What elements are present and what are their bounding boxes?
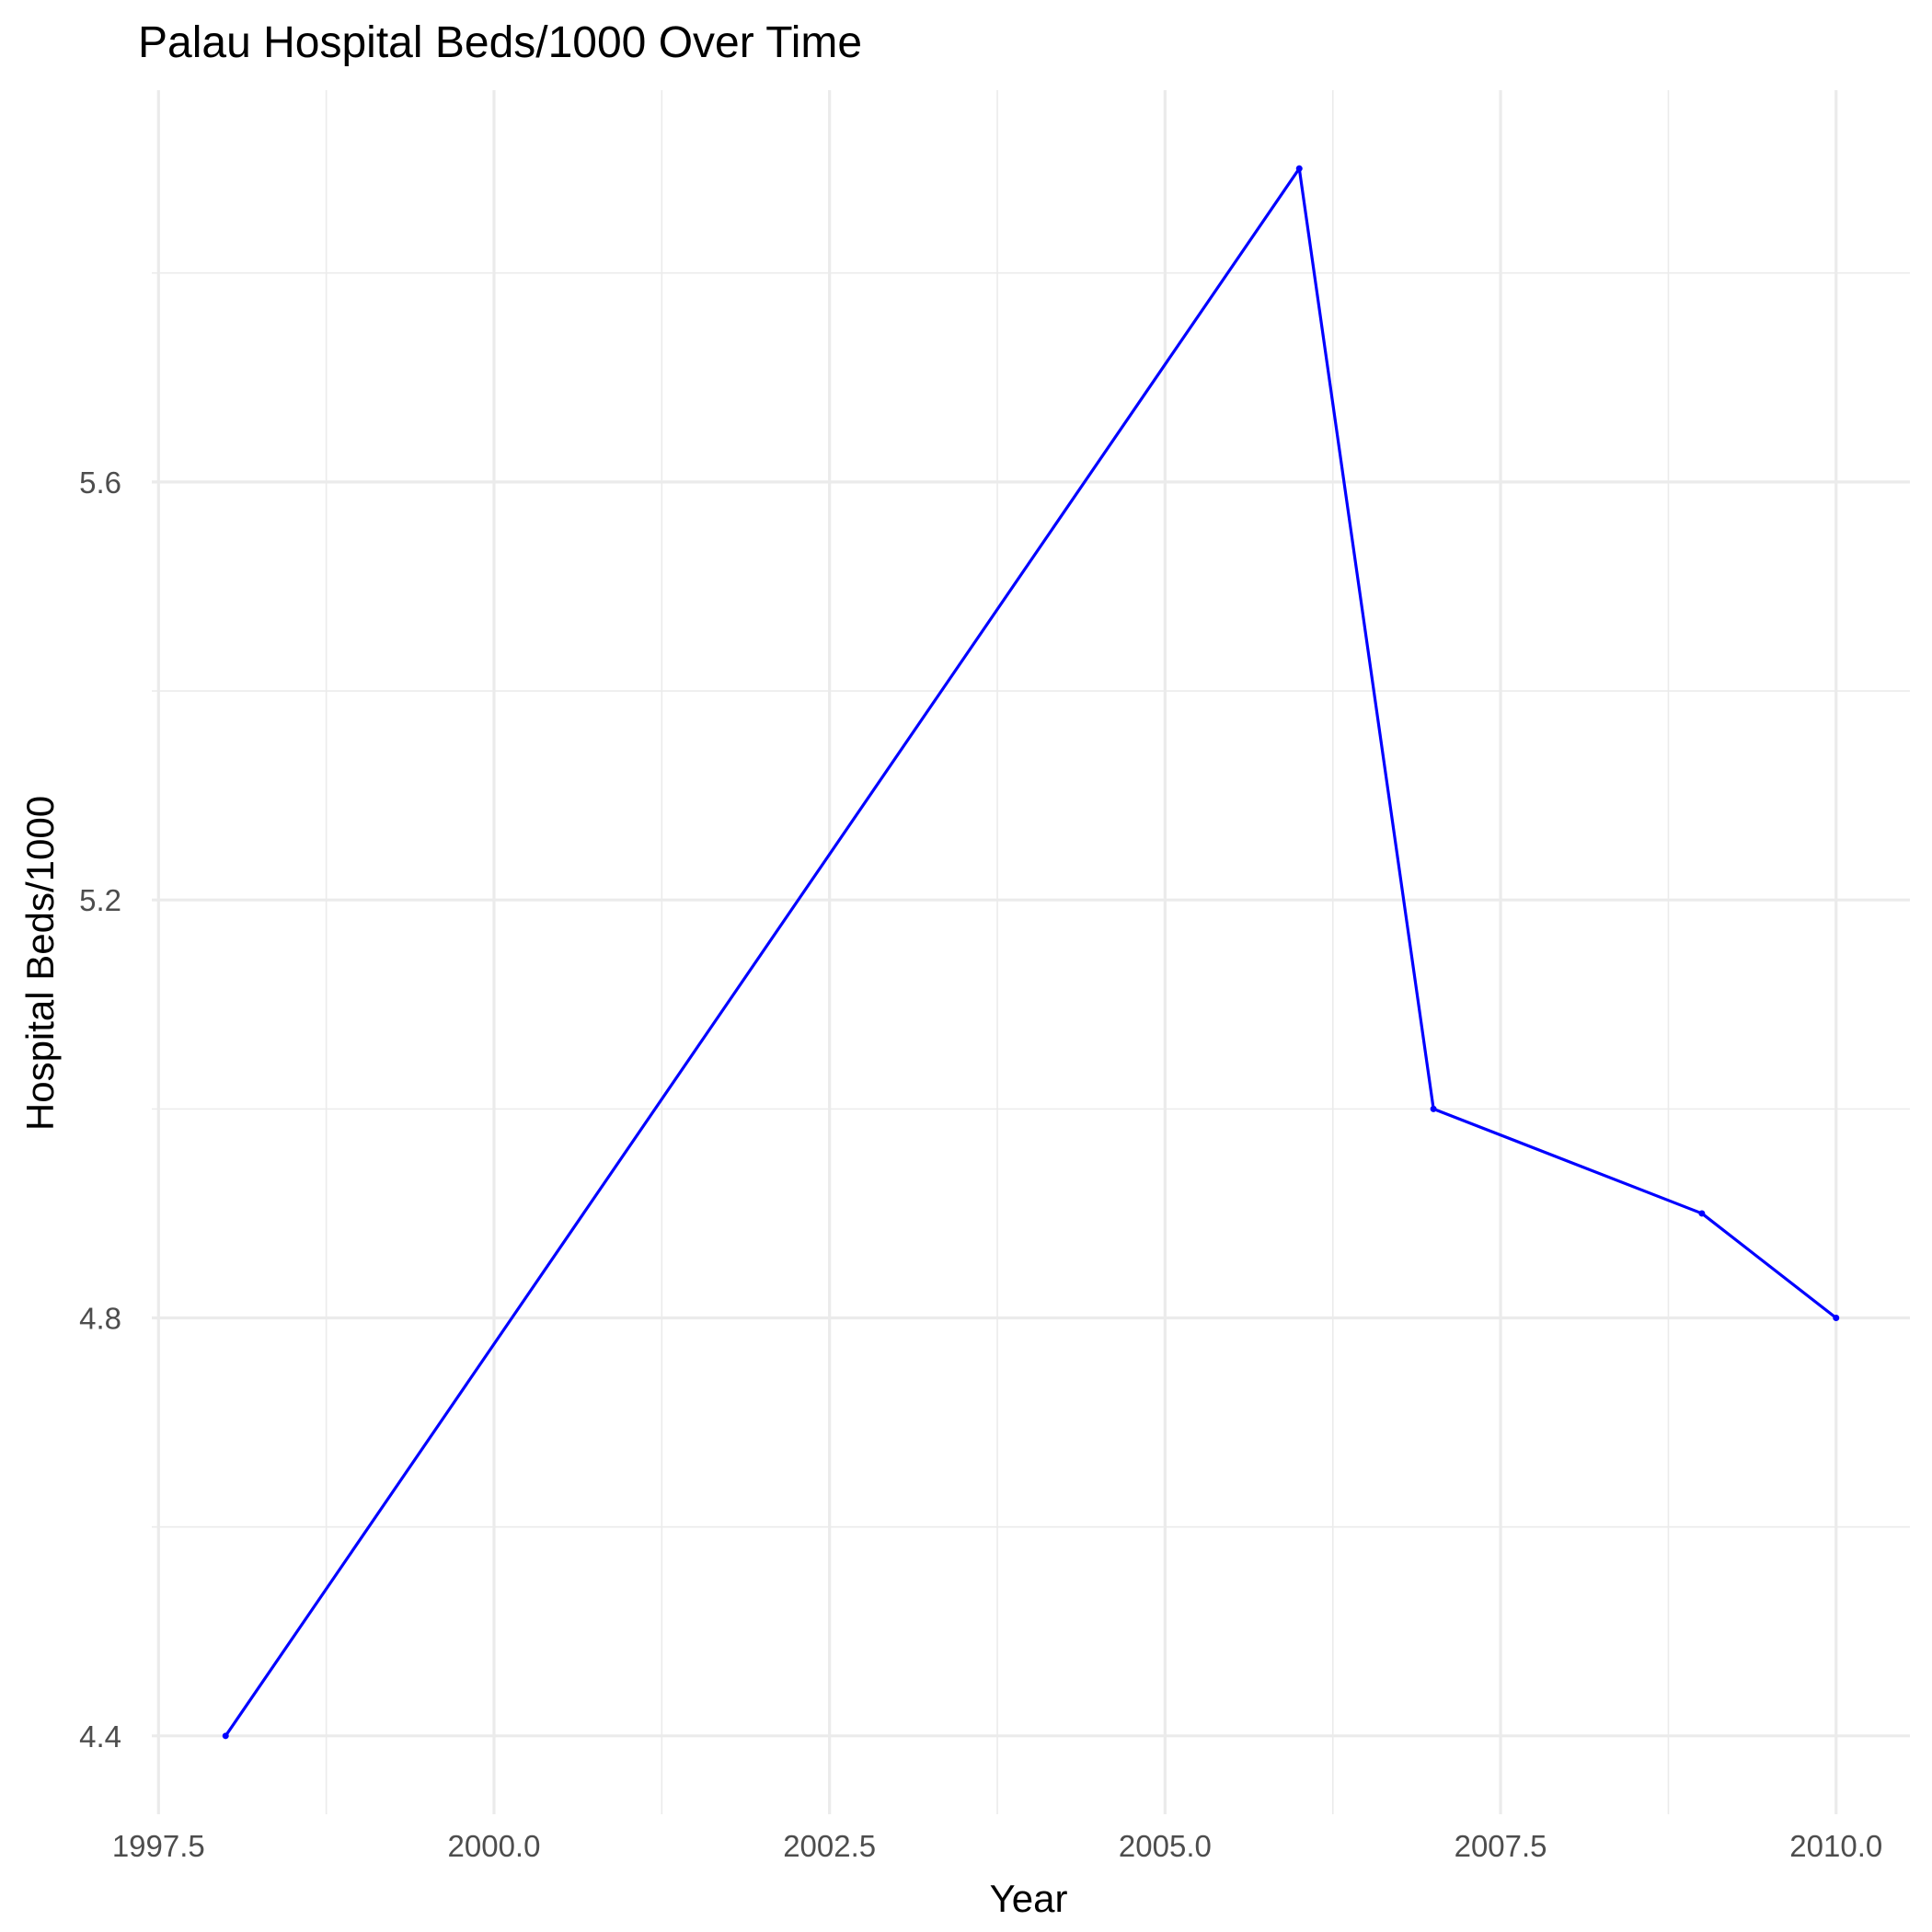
x-tick-label: 2005.0 [1119,1829,1212,1863]
y-tick-label: 4.4 [79,1719,121,1754]
y-tick-label: 4.8 [79,1302,121,1336]
x-tick-label: 2002.5 [783,1829,876,1863]
x-tick-label: 2010.0 [1789,1829,1882,1863]
series-layer [222,165,1840,1740]
data-point [222,1732,229,1740]
y-tick-label: 5.6 [79,466,121,500]
y-tick-label: 5.2 [79,883,121,917]
x-tick-label: 2007.5 [1455,1829,1547,1863]
minor-gridlines [152,90,1910,1814]
x-tick-label: 1997.5 [112,1829,205,1863]
data-point [1698,1210,1706,1217]
data-point [1295,165,1303,172]
data-point [1833,1315,1840,1322]
x-axis-title: Year [990,1877,1068,1920]
major-gridlines [152,90,1910,1814]
x-axis-tick-labels: 1997.5 2000.0 2002.5 2005.0 2007.5 2010.0 [112,1829,1882,1863]
data-point [1430,1105,1437,1112]
y-axis-tick-labels: 4.4 4.8 5.2 5.6 [79,466,121,1754]
y-axis-title: Hospital Beds/1000 [18,796,62,1131]
chart-title: Palau Hospital Beds/1000 Over Time [138,18,862,67]
x-tick-label: 2000.0 [448,1829,541,1863]
